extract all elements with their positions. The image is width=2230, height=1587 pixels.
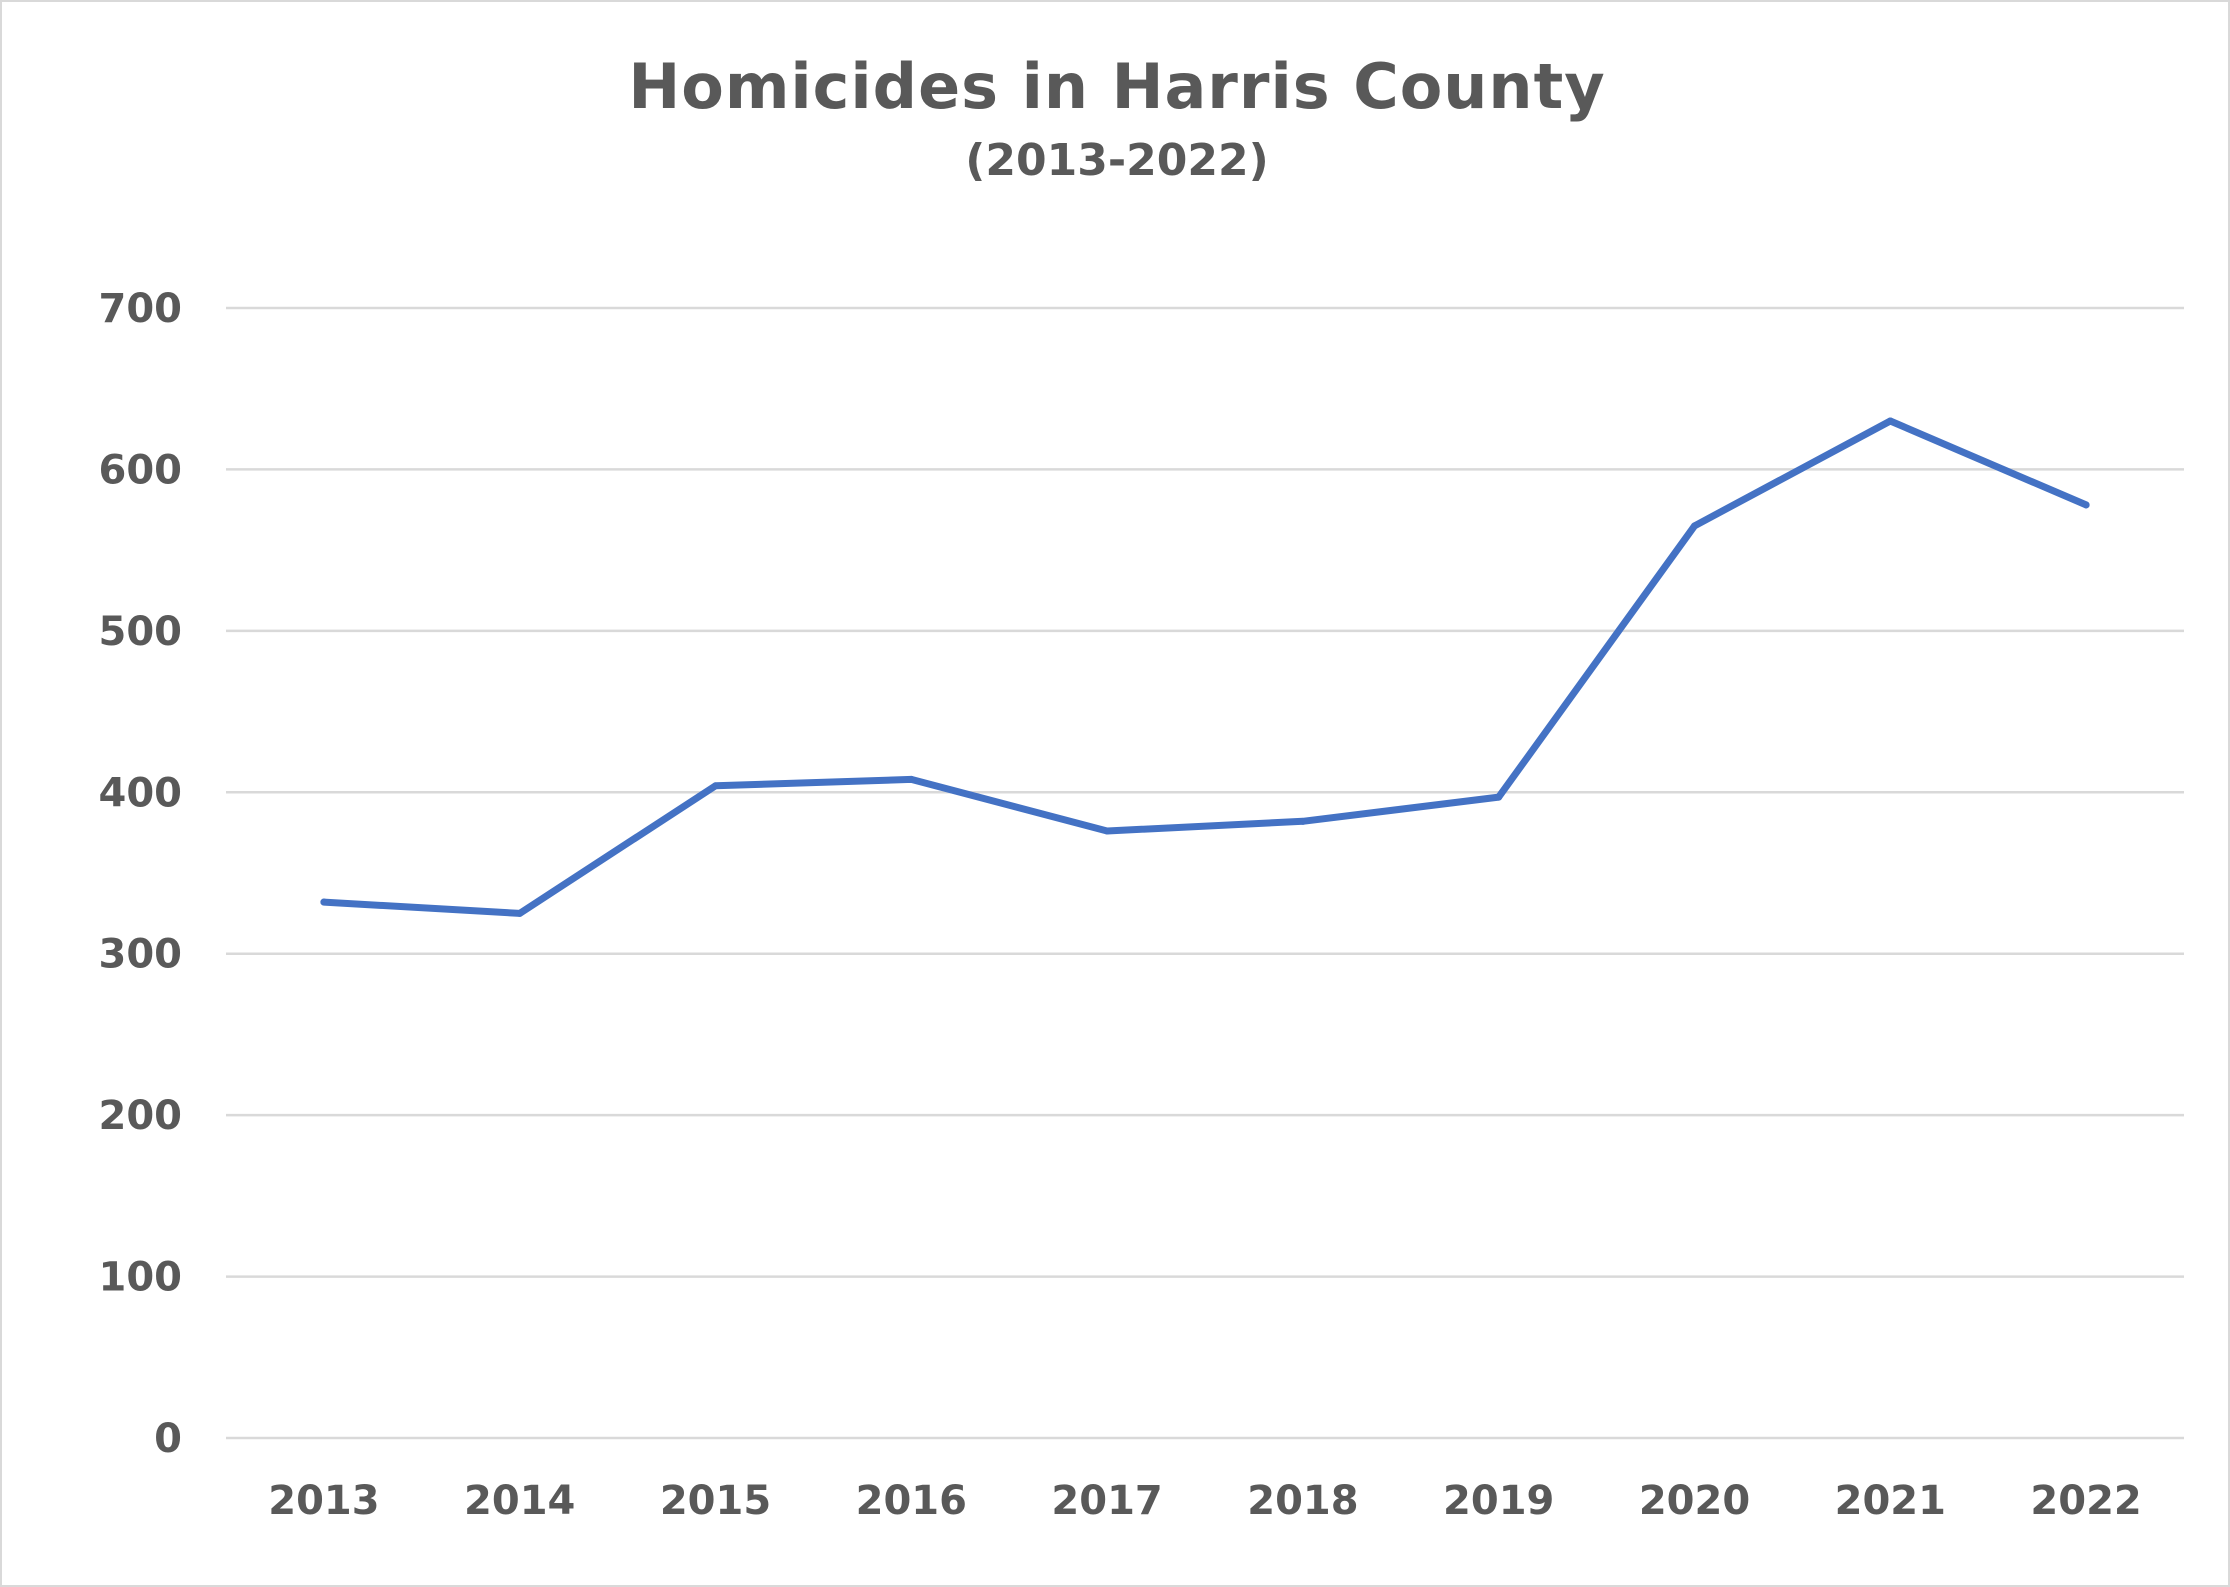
series-layer: [320, 417, 2090, 917]
y-tick-label: 200: [99, 1093, 183, 1139]
y-tick-label: 500: [99, 609, 183, 655]
data-point: [712, 782, 719, 790]
x-tick-label: 2014: [464, 1478, 575, 1524]
x-tick-label: 2022: [2030, 1478, 2141, 1524]
y-tick-label: 300: [99, 932, 183, 978]
y-tick-label: 600: [99, 447, 183, 493]
y-tick-label: 100: [99, 1255, 183, 1301]
gridlines: [226, 306, 2184, 1440]
data-point: [1495, 793, 1503, 801]
chart-subtitle: (2013-2022): [965, 135, 1269, 186]
y-axis: 0 100 200 300 400 500 600 700: [99, 286, 183, 1462]
x-tick-label: 2016: [856, 1478, 967, 1524]
x-tick-label: 2015: [660, 1478, 771, 1524]
x-tick-label: 2017: [1051, 1478, 1162, 1524]
data-point: [1299, 817, 1307, 825]
x-axis: 2013 2014 2015 2016 2017 2018 2019 2020 2021 2022: [268, 1478, 2142, 1524]
data-point: [320, 898, 328, 906]
y-tick-label: 400: [99, 770, 183, 816]
x-tick-label: 2019: [1443, 1478, 1554, 1524]
data-point: [2082, 501, 2090, 509]
y-tick-label: 0: [154, 1416, 182, 1462]
series-line: [320, 417, 2090, 917]
data-point: [1886, 417, 1894, 425]
x-tick-label: 2018: [1247, 1478, 1358, 1524]
x-tick-label: 2020: [1639, 1478, 1750, 1524]
data-point: [516, 909, 524, 917]
data-point: [1103, 827, 1111, 835]
data-point: [1691, 522, 1698, 530]
chart-title: Homicides in Harris County: [628, 50, 1606, 123]
x-tick-label: 2021: [1835, 1478, 1946, 1524]
x-tick-label: 2013: [268, 1478, 379, 1524]
data-point: [907, 775, 915, 783]
y-tick-label: 700: [99, 286, 183, 332]
